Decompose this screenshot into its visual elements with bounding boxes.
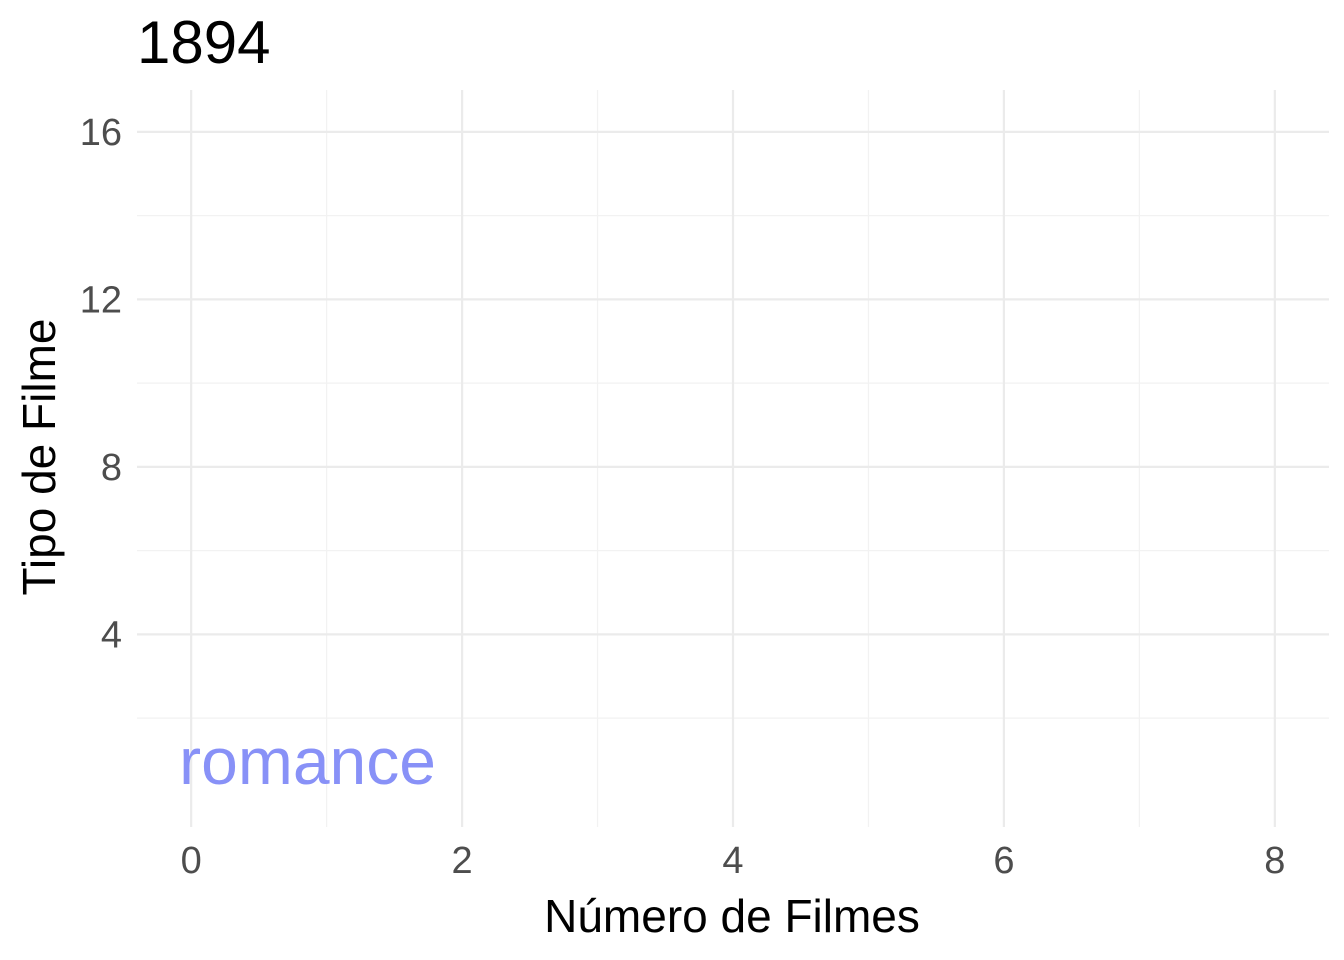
grid — [137, 90, 1329, 827]
chart-title: 1894 — [137, 9, 270, 76]
tick-labels: 0 2 4 6 8 4 8 12 16 — [80, 112, 1286, 882]
x-tick-label: 0 — [181, 840, 202, 882]
bars: romance — [179, 724, 436, 798]
x-tick-label: 6 — [993, 840, 1014, 882]
x-tick-label: 4 — [722, 840, 743, 882]
y-tick-label: 8 — [101, 447, 122, 489]
x-tick-label: 2 — [452, 840, 473, 882]
x-axis-title: Número de Filmes — [544, 890, 920, 942]
x-tick-label: 8 — [1264, 840, 1285, 882]
y-axis-title: Tipo de Filme — [13, 319, 65, 596]
bar-label-romance: romance — [179, 724, 436, 798]
y-tick-label: 4 — [101, 614, 122, 656]
y-tick-label: 12 — [80, 279, 122, 321]
y-tick-label: 16 — [80, 112, 122, 154]
